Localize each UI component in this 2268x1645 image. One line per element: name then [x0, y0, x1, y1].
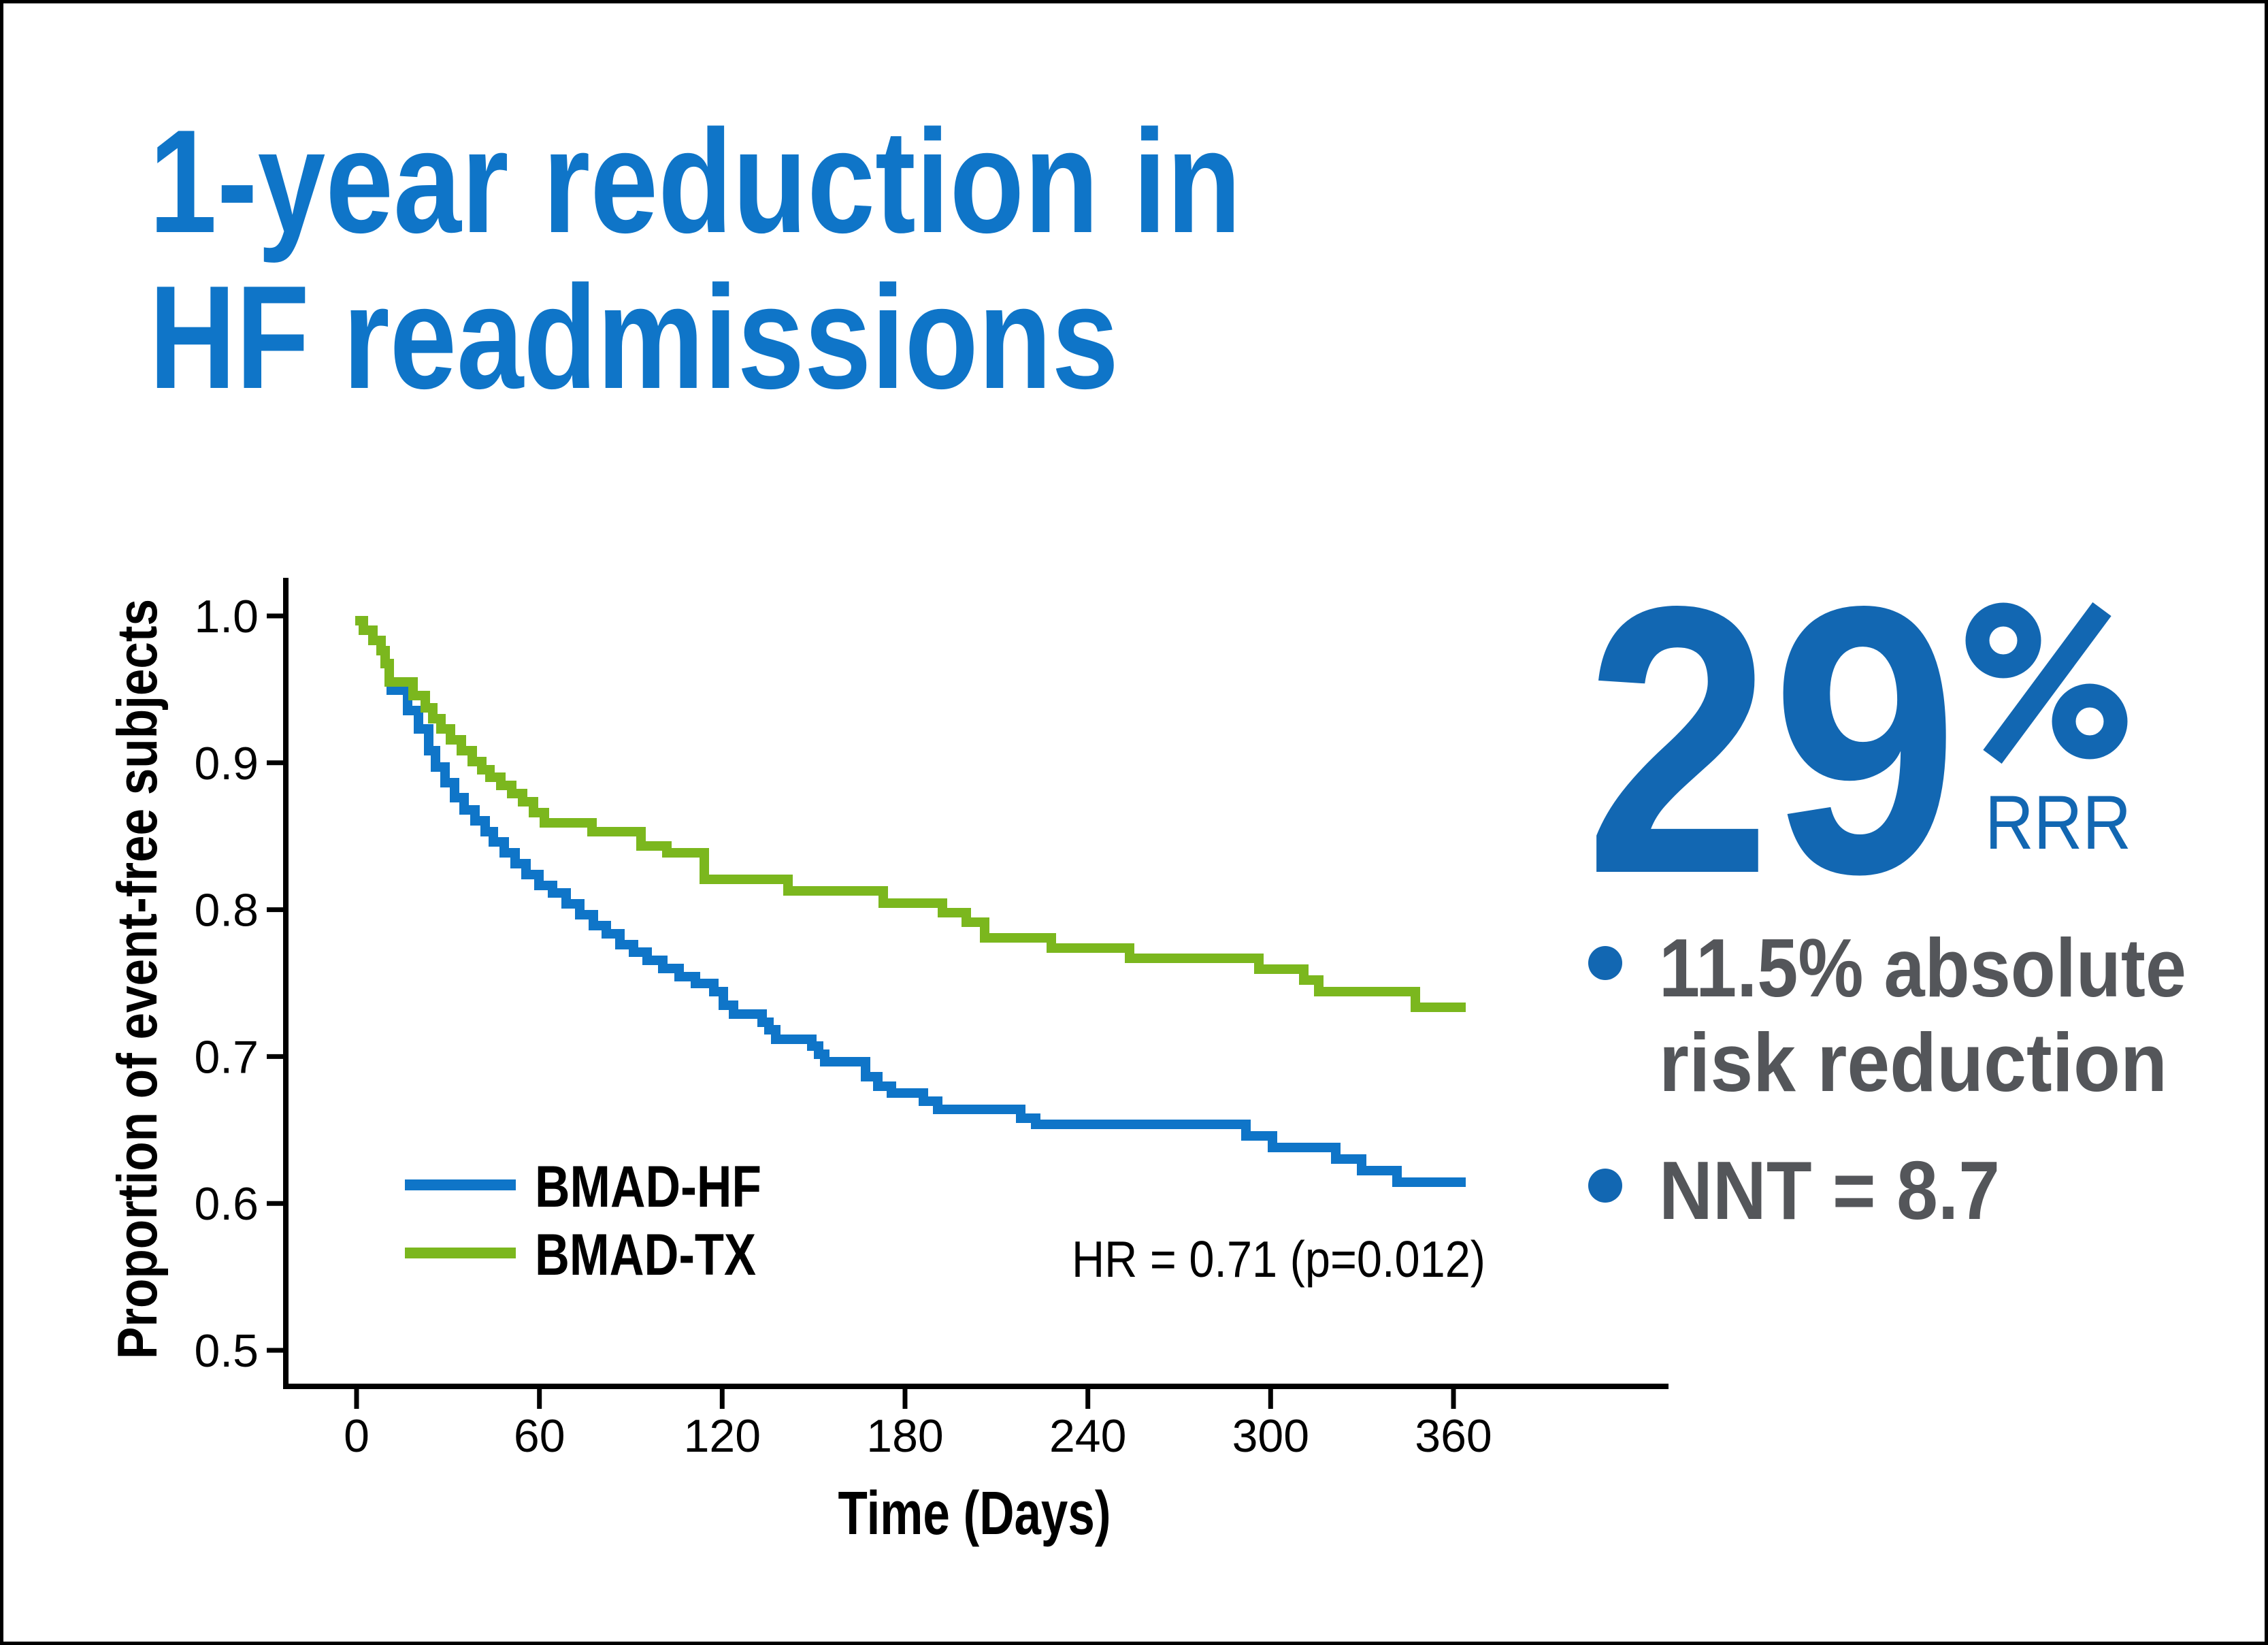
svg-text:1-year reduction in: 1-year reduction in [149, 99, 1241, 263]
svg-text:0: 0 [344, 1410, 369, 1462]
svg-text:HR = 0.71 (p=0.012): HR = 0.71 (p=0.012) [1072, 1231, 1485, 1288]
svg-text:BMAD-HF: BMAD-HF [535, 1154, 761, 1220]
svg-text:360: 360 [1415, 1410, 1492, 1462]
svg-text:240: 240 [1049, 1410, 1126, 1462]
svg-text:HF readmissions: HF readmissions [149, 255, 1119, 419]
svg-text:Proportion of event-free subje: Proportion of event-free subjects [105, 599, 169, 1359]
svg-text:29: 29 [1585, 527, 1958, 953]
svg-text:0.5: 0.5 [194, 1325, 259, 1377]
svg-text:risk reduction: risk reduction [1659, 1016, 2167, 1109]
svg-text:1.0: 1.0 [194, 591, 259, 642]
svg-text:NNT = 8.7: NNT = 8.7 [1659, 1144, 2000, 1237]
svg-text:300: 300 [1232, 1410, 1309, 1462]
svg-text:0.9: 0.9 [194, 738, 259, 789]
svg-text:120: 120 [684, 1410, 761, 1462]
svg-text:0.6: 0.6 [194, 1178, 259, 1230]
svg-text:11.5% absolute: 11.5% absolute [1659, 922, 2186, 1014]
svg-text:BMAD-TX: BMAD-TX [535, 1222, 756, 1288]
svg-text:RRR: RRR [1985, 780, 2131, 865]
svg-text:0.7: 0.7 [194, 1031, 259, 1083]
svg-text:Time (Days): Time (Days) [838, 1480, 1111, 1548]
svg-text:60: 60 [514, 1410, 565, 1462]
svg-text:180: 180 [866, 1410, 943, 1462]
svg-text:0.8: 0.8 [194, 885, 259, 936]
